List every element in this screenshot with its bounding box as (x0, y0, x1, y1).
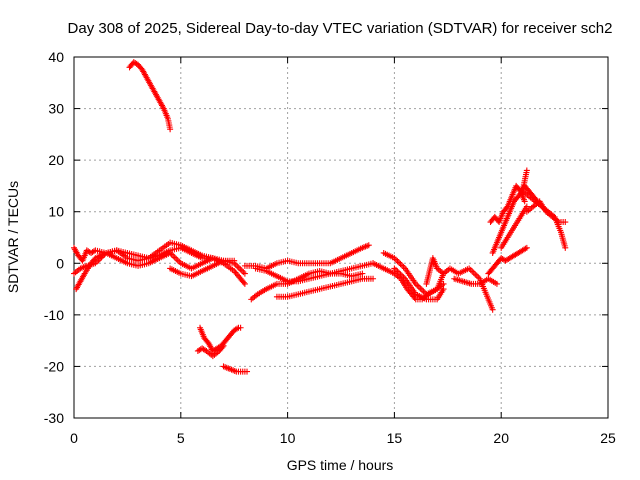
x-tick-label: 10 (280, 430, 296, 446)
chart-title: Day 308 of 2025, Sidereal Day-to-day VTE… (68, 20, 613, 37)
data-point (202, 347, 209, 354)
series-track-16 (423, 255, 496, 313)
y-tick-label: 10 (48, 204, 64, 220)
grid (74, 57, 608, 418)
y-tick-label: 20 (48, 152, 64, 168)
series-track-23 (523, 198, 569, 226)
series-track-9 (241, 242, 372, 272)
data-point (234, 325, 241, 332)
y-tick-label: -20 (44, 358, 64, 374)
data-point (173, 255, 180, 262)
data-point (470, 269, 477, 276)
series-track-1 (126, 59, 174, 133)
series-track-6 (197, 324, 244, 354)
data-point (473, 272, 480, 279)
data-point (440, 286, 447, 293)
data-point (220, 342, 227, 349)
series-track-11 (252, 260, 377, 285)
x-axis-label: GPS time / hours (287, 457, 394, 473)
y-axis-label: SDTVAR / TECUs (5, 181, 21, 293)
data-point (240, 269, 247, 276)
data-point (562, 219, 569, 226)
data-point (370, 275, 377, 282)
data-point (219, 344, 226, 351)
data-point (489, 306, 496, 313)
data-point (237, 324, 244, 331)
data-point (174, 257, 181, 264)
data-points (71, 59, 569, 375)
series-track-7 (194, 342, 227, 360)
data-point (240, 279, 247, 286)
data-point (523, 167, 530, 174)
y-tick-label: 0 (56, 255, 64, 271)
data-point (415, 283, 422, 290)
data-point (400, 263, 407, 270)
data-point (467, 266, 474, 273)
data-point (237, 266, 244, 273)
data-point (417, 285, 424, 292)
y-tick-label: 30 (48, 101, 64, 117)
data-point (365, 242, 372, 249)
data-point (395, 259, 402, 266)
data-point (171, 254, 178, 261)
series-track-15 (391, 265, 447, 303)
data-point (359, 270, 366, 277)
series-track-4 (73, 244, 248, 293)
data-point (241, 270, 248, 277)
data-point (234, 263, 241, 270)
series-track-17 (451, 275, 500, 287)
data-point (533, 197, 540, 204)
axis-ticks: 0 5 10 15 20 25 -30 -20 -10 0 10 20 30 40 (44, 49, 616, 446)
series-track-18 (485, 244, 530, 277)
y-tick-label: -10 (44, 307, 64, 323)
data-point (503, 204, 510, 211)
data-point (472, 271, 479, 278)
data-point (235, 264, 242, 271)
x-tick-label: 15 (387, 430, 403, 446)
data-point (522, 245, 529, 252)
data-point (397, 261, 404, 268)
series-track-5 (167, 257, 238, 280)
series-track-12 (273, 275, 377, 300)
data-point (231, 257, 238, 264)
data-point (523, 244, 530, 251)
series-track-21 (498, 203, 530, 251)
data-point (241, 280, 248, 287)
data-point (562, 244, 569, 251)
plot-frame (73, 56, 609, 419)
y-tick-label: -30 (44, 410, 64, 426)
data-point (414, 282, 421, 289)
series-track-8 (220, 363, 251, 375)
data-point (493, 280, 500, 287)
data-point (167, 126, 174, 133)
data-point (521, 198, 528, 205)
series-track-20 (487, 182, 528, 226)
x-tick-label: 20 (493, 430, 509, 446)
data-point (534, 198, 541, 205)
data-point (238, 267, 245, 274)
data-point (418, 286, 425, 293)
x-tick-label: 0 (70, 430, 78, 446)
x-tick-label: 5 (177, 430, 185, 446)
data-point (244, 368, 251, 375)
x-tick-label: 25 (600, 430, 616, 446)
data-point (440, 280, 447, 287)
data-point (523, 203, 530, 210)
y-tick-label: 40 (48, 49, 64, 65)
series-track-24 (517, 182, 541, 205)
